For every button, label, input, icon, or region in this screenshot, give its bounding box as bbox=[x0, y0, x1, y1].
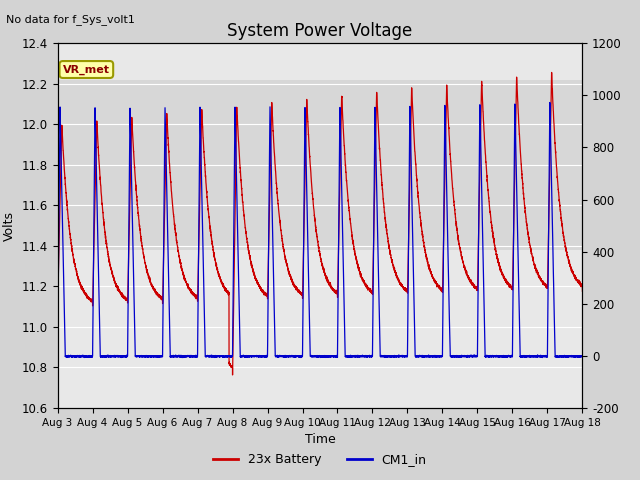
Text: No data for f_Sys_volt1: No data for f_Sys_volt1 bbox=[6, 14, 135, 25]
Y-axis label: Volts: Volts bbox=[3, 211, 16, 240]
X-axis label: Time: Time bbox=[305, 433, 335, 446]
Legend: 23x Battery, CM1_in: 23x Battery, CM1_in bbox=[208, 448, 432, 471]
Bar bbox=[58, 80, 582, 250]
Text: VR_met: VR_met bbox=[63, 64, 110, 75]
Title: System Power Voltage: System Power Voltage bbox=[227, 22, 413, 40]
